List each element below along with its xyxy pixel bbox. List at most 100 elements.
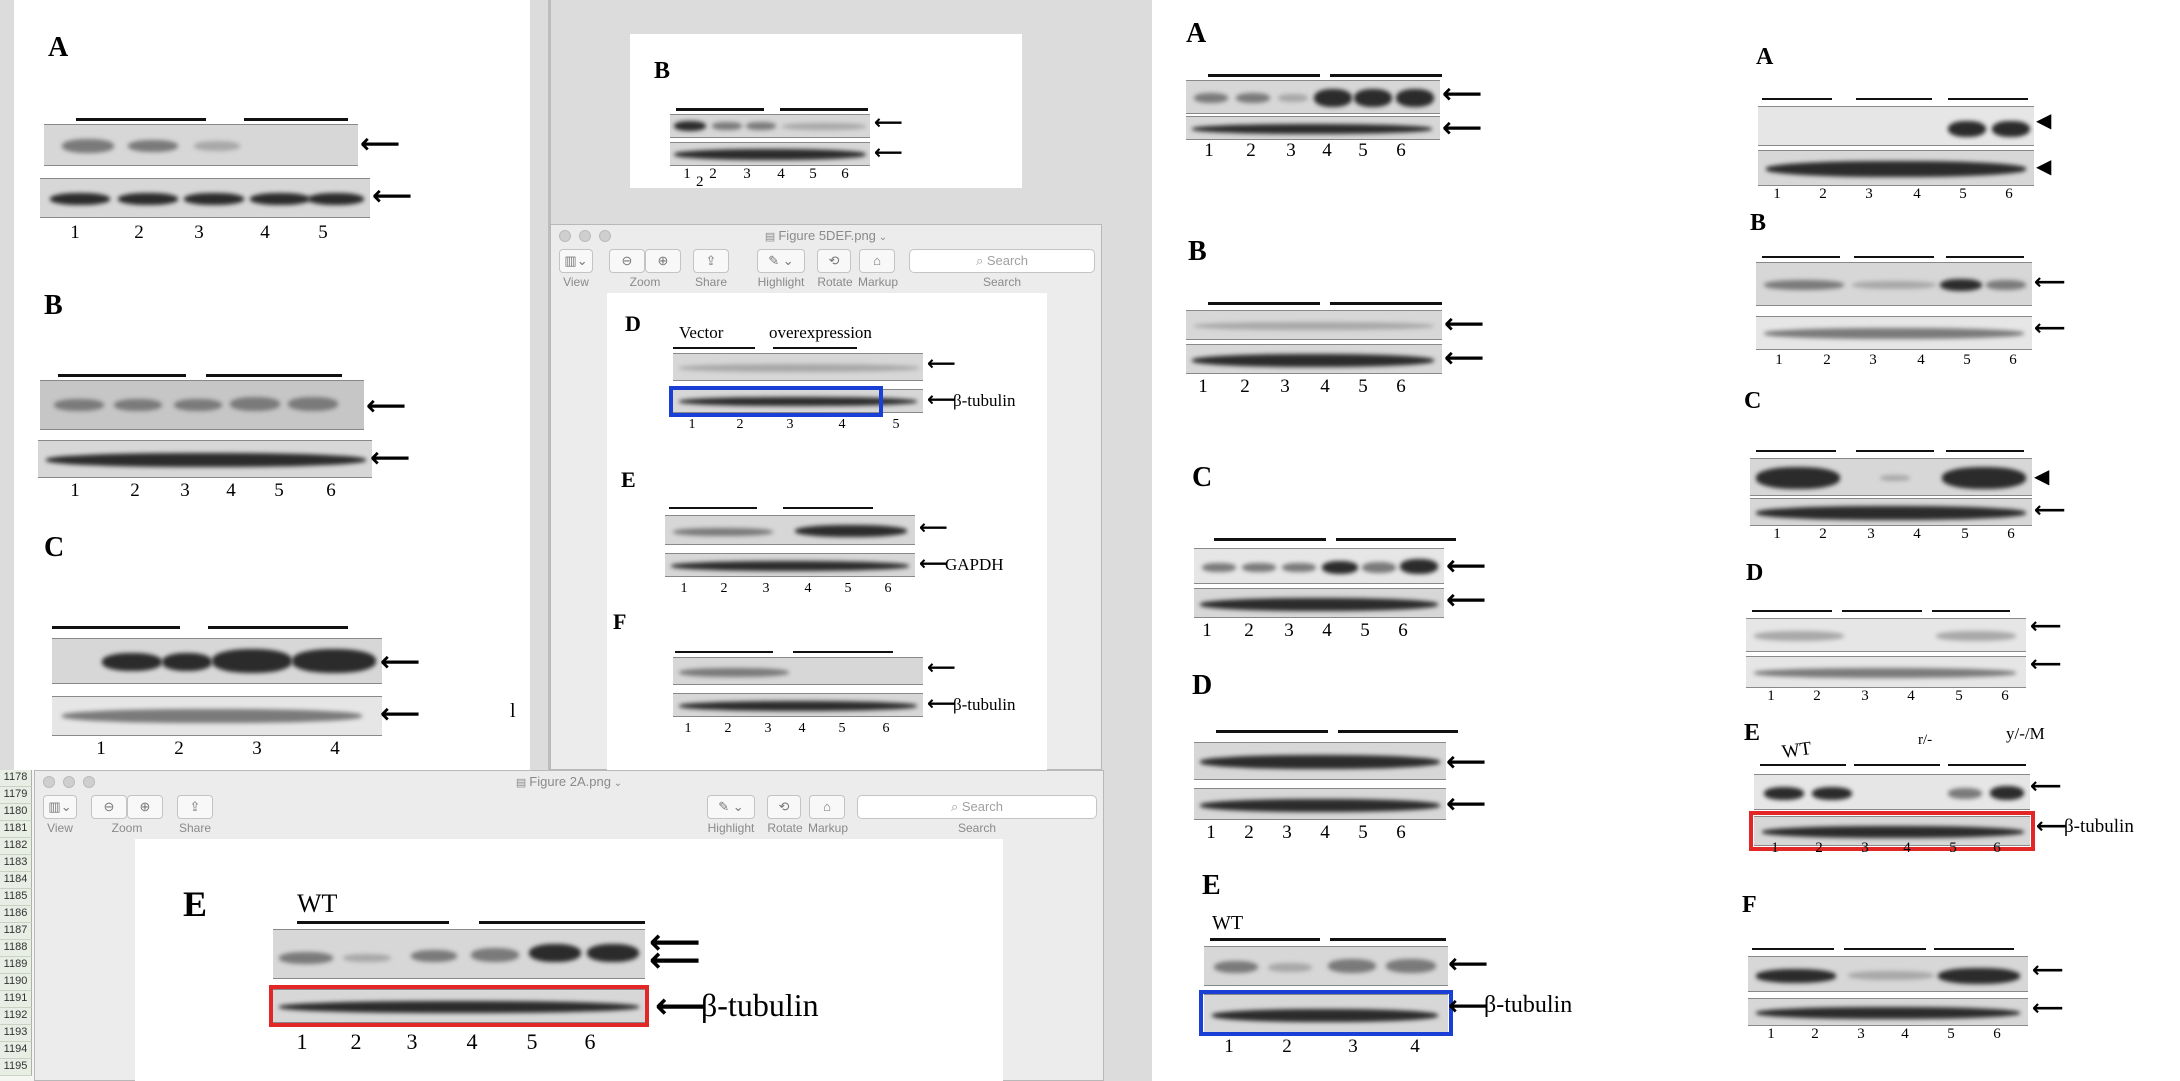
highlight-button[interactable]: ✎ ⌄ bbox=[707, 795, 755, 819]
row-header[interactable]: 1182 bbox=[0, 838, 32, 855]
chevron-down-icon[interactable]: ⌄ bbox=[610, 778, 623, 789]
panel-letter: C bbox=[1192, 462, 1213, 493]
panel-letter: D bbox=[1192, 670, 1213, 701]
markup-button[interactable]: ⌂ bbox=[859, 249, 895, 273]
lane-number: 1 bbox=[1198, 376, 1208, 397]
lane-number: 2 bbox=[1244, 822, 1254, 843]
blot-row bbox=[1186, 310, 1442, 340]
row-header[interactable]: 1191 bbox=[0, 991, 32, 1008]
zoom-out-button[interactable]: ⊖ bbox=[609, 249, 645, 273]
row-header[interactable]: 1178 bbox=[0, 770, 32, 787]
lane-number: 5 bbox=[1949, 840, 1957, 856]
row-header[interactable]: 1195 bbox=[0, 1059, 32, 1076]
lane-number: 5 bbox=[1955, 688, 1963, 704]
rotate-button[interactable]: ⟲ bbox=[767, 795, 801, 819]
share-button[interactable]: ⇪ bbox=[177, 795, 213, 819]
document-icon: ▤ bbox=[515, 777, 530, 789]
lane-number: 5 bbox=[318, 222, 328, 243]
minimize-button[interactable] bbox=[63, 776, 75, 788]
zoom-window-button[interactable] bbox=[83, 776, 95, 788]
group-bar bbox=[1216, 730, 1328, 733]
chevron-down-icon[interactable]: ⌄ bbox=[875, 232, 888, 243]
zoom-out-button[interactable]: ⊖ bbox=[91, 795, 127, 819]
lane-number: 1 bbox=[1206, 822, 1216, 843]
row-header[interactable]: 1188 bbox=[0, 940, 32, 957]
lane-number: 3 bbox=[1280, 376, 1290, 397]
lane-number: 1 bbox=[684, 721, 692, 736]
arrow-icon: ⟵ bbox=[2030, 774, 2062, 799]
group-bar bbox=[206, 374, 342, 377]
lane-number: 1 bbox=[1767, 1026, 1775, 1042]
markup-button[interactable]: ⌂ bbox=[809, 795, 845, 819]
group-bar bbox=[783, 507, 873, 509]
stray-text: 2 bbox=[696, 174, 704, 190]
left-document-page: A ⟵ ⟵ 1 2 3 4 5 B ⟵ ⟵ 1 2 3 4 5 6 C bbox=[14, 0, 530, 770]
right-document-2-page: A ◀ ◀ 1 2 3 4 5 6 B ⟵ ⟵ 1 2 3 4 5 6 C ◀ bbox=[1712, 0, 2180, 1081]
zoom-in-button[interactable]: ⊕ bbox=[127, 795, 163, 819]
lane-number: 1 bbox=[688, 417, 696, 432]
zoom-window-button[interactable] bbox=[599, 230, 611, 242]
lane-number: 2 bbox=[1819, 186, 1827, 202]
search-caption: Search bbox=[982, 275, 1022, 289]
zoom-caption: Zoom bbox=[629, 275, 661, 289]
lane-number: 2 bbox=[720, 581, 728, 596]
view-button[interactable]: ▥⌄ bbox=[43, 795, 77, 819]
row-header[interactable]: 1186 bbox=[0, 906, 32, 923]
row-header[interactable]: 1192 bbox=[0, 1008, 32, 1025]
row-header[interactable]: 1189 bbox=[0, 957, 32, 974]
highlight-button[interactable]: ✎ ⌄ bbox=[757, 249, 805, 273]
arrow-icon: ⟵ bbox=[927, 655, 956, 679]
row-header[interactable]: 1185 bbox=[0, 889, 32, 906]
blot-row bbox=[1746, 618, 2026, 652]
zoom-in-button[interactable]: ⊕ bbox=[645, 249, 681, 273]
stray-text: l bbox=[510, 700, 516, 722]
lane-number: 2 bbox=[736, 417, 744, 432]
arrow-icon: ⟵ bbox=[874, 140, 903, 164]
markup-caption: Markup bbox=[857, 275, 898, 289]
group-bar bbox=[1760, 764, 1846, 766]
blot-row bbox=[1748, 998, 2028, 1026]
lane-number: 5 bbox=[1358, 140, 1368, 161]
rotate-button[interactable]: ⟲ bbox=[817, 249, 851, 273]
minimize-button[interactable] bbox=[579, 230, 591, 242]
row-header[interactable]: 1183 bbox=[0, 855, 32, 872]
search-input[interactable]: ⌕ Search bbox=[857, 795, 1097, 819]
lane-number: 3 bbox=[1857, 1026, 1865, 1042]
lane-number: 2 bbox=[724, 721, 732, 736]
arrow-icon: ⟵ bbox=[1446, 787, 1487, 820]
panel-letter: A bbox=[48, 32, 69, 63]
row-header[interactable]: 1193 bbox=[0, 1025, 32, 1042]
lane-number: 1 bbox=[96, 738, 106, 759]
lane-number: 4 bbox=[798, 721, 806, 736]
row-header[interactable]: 1184 bbox=[0, 872, 32, 889]
search-input[interactable]: ⌕ Search bbox=[909, 249, 1095, 273]
group-label: Vector bbox=[679, 323, 724, 342]
panel-letter: C bbox=[1744, 388, 1762, 414]
row-header[interactable]: 1187 bbox=[0, 923, 32, 940]
lane-number: 4 bbox=[1320, 376, 1330, 397]
group-bar bbox=[244, 118, 348, 121]
lane-number: 5 bbox=[1961, 526, 1969, 542]
window-title[interactable]: Figure 5DEF.png bbox=[778, 228, 876, 243]
share-button[interactable]: ⇪ bbox=[693, 249, 729, 273]
blot-row bbox=[1754, 774, 2030, 810]
view-button[interactable]: ▥⌄ bbox=[559, 249, 593, 273]
close-button[interactable] bbox=[43, 776, 55, 788]
row-header[interactable]: 1194 bbox=[0, 1042, 32, 1059]
blot-row bbox=[670, 142, 870, 166]
lane-number: 3 bbox=[406, 1029, 418, 1054]
group-bar bbox=[1854, 256, 1934, 258]
close-button[interactable] bbox=[559, 230, 571, 242]
lane-number: 6 bbox=[1396, 376, 1406, 397]
figure-image: D Vector overexpression ⟵ ⟵ β-tubulin 1 … bbox=[607, 293, 1047, 771]
arrow-icon: ⟵ bbox=[874, 110, 903, 134]
row-header[interactable]: 1179 bbox=[0, 787, 32, 804]
window-titlebar: ▤ Figure 2A.png ⌄ bbox=[35, 771, 1103, 793]
row-header[interactable]: 1190 bbox=[0, 974, 32, 991]
row-header[interactable]: 1181 bbox=[0, 821, 32, 838]
window-title[interactable]: Figure 2A.png bbox=[529, 774, 611, 789]
blot-row bbox=[40, 380, 364, 430]
lane-number: 1 bbox=[1224, 1036, 1234, 1057]
group-bar bbox=[676, 108, 764, 111]
row-header[interactable]: 1180 bbox=[0, 804, 32, 821]
